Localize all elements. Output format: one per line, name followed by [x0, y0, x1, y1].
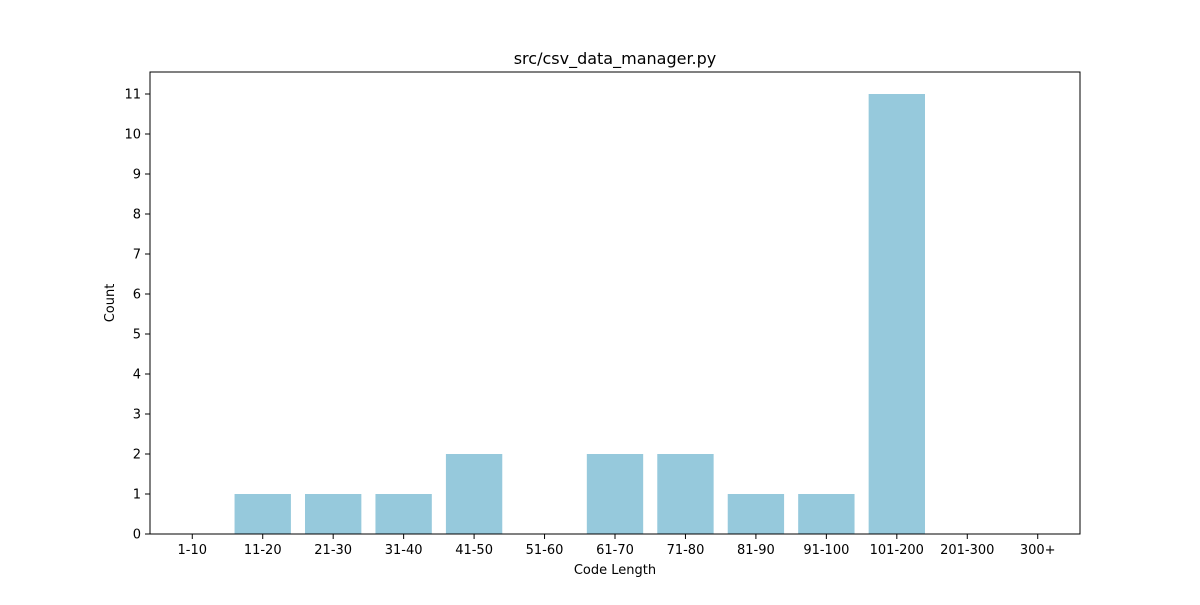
y-tick-label: 11 — [124, 88, 141, 103]
y-tick-label: 5 — [133, 328, 141, 343]
bar-61-70 — [586, 454, 644, 534]
bar-81-90 — [727, 494, 785, 534]
x-tick-label: 31-40 — [385, 543, 423, 558]
bar-101-200 — [868, 94, 925, 534]
y-tick-label: 9 — [133, 168, 141, 183]
y-tick-label: 4 — [133, 368, 141, 383]
y-tick-label: 10 — [124, 128, 141, 143]
y-tick-label: 6 — [133, 288, 141, 303]
y-tick-label: 8 — [133, 208, 141, 223]
x-tick-label: 201-300 — [940, 543, 994, 558]
bar-71-80 — [657, 454, 714, 534]
x-tick-label: 51-60 — [526, 543, 564, 558]
x-tick-label: 41-50 — [455, 543, 493, 558]
bar-11-20 — [234, 494, 291, 534]
x-tick-label: 1-10 — [178, 543, 208, 558]
y-tick-label: 2 — [133, 448, 141, 463]
x-tick-label: 21-30 — [314, 543, 352, 558]
x-axis-label: Code Length — [574, 563, 656, 578]
x-axis-ticks: 1-10 11-20 21-30 31-40 41-50 51-60 61-70 71-80 8… — [178, 534, 1056, 558]
x-tick-label: 71-80 — [667, 543, 705, 558]
x-tick-label: 81-90 — [737, 543, 775, 558]
plot-frame — [149, 71, 1081, 535]
y-tick-label: 7 — [133, 248, 141, 263]
x-tick-label: 61-70 — [596, 543, 634, 558]
x-tick-label: 11-20 — [244, 543, 282, 558]
x-tick-label: 91-100 — [803, 543, 849, 558]
y-axis-ticks: 0 1 2 3 4 5 6 7 8 9 10 11 — [124, 88, 150, 543]
bar-41-50 — [445, 454, 503, 534]
x-tick-label: 300+ — [1020, 543, 1056, 558]
y-tick-label: 3 — [133, 408, 141, 423]
bar-31-40 — [375, 494, 432, 534]
bar-91-100 — [798, 494, 855, 534]
y-axis-label: Count — [103, 284, 118, 323]
bar-21-30 — [305, 494, 362, 534]
y-tick-label: 0 — [133, 528, 141, 543]
y-tick-label: 1 — [133, 488, 141, 503]
bars-group — [234, 94, 925, 534]
x-tick-label: 101-200 — [870, 543, 924, 558]
chart-title: src/csv_data_manager.py — [514, 49, 717, 69]
